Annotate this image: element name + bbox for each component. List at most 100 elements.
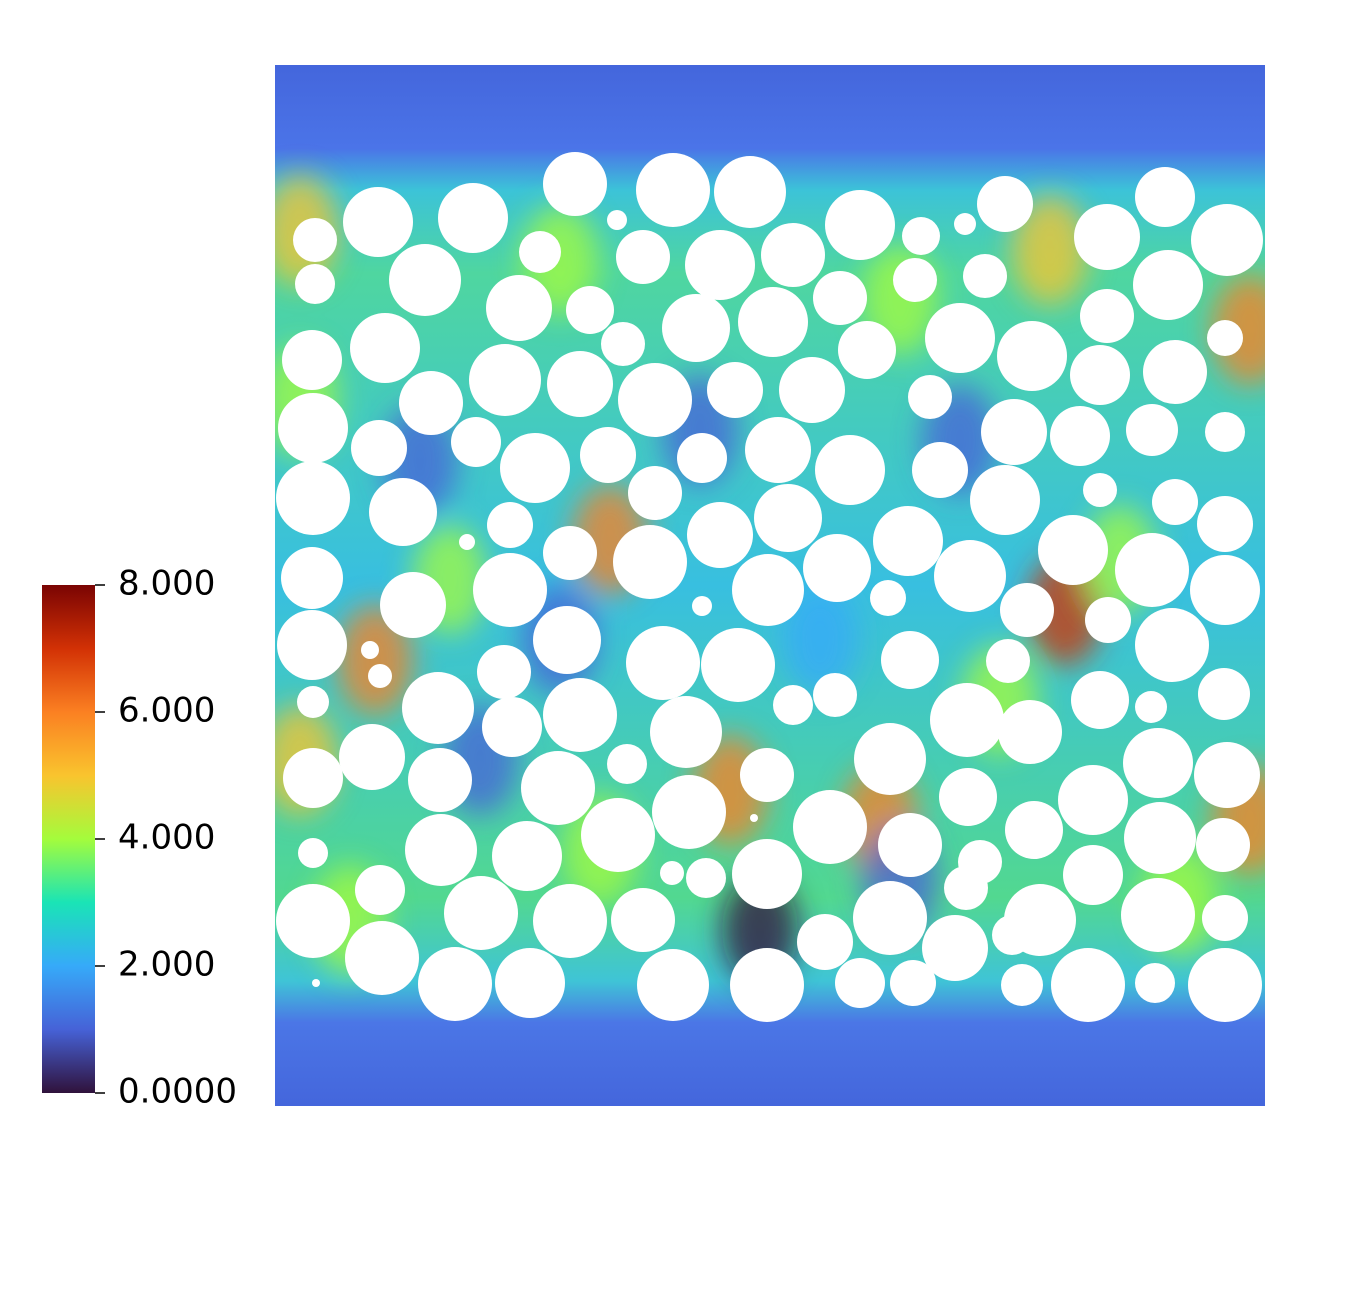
obstacle [745, 417, 811, 483]
obstacle [1135, 691, 1167, 723]
obstacle [278, 393, 348, 463]
obstacle [793, 790, 867, 864]
obstacle [1205, 412, 1245, 452]
field-plot [275, 65, 1265, 1106]
obstacle [1058, 765, 1128, 835]
obstacle [492, 821, 562, 891]
flow-blob [1012, 195, 1088, 305]
obstacle [939, 768, 997, 826]
obstacle [369, 478, 437, 546]
obstacle [405, 814, 477, 886]
obstacle [1001, 964, 1043, 1006]
obstacle [613, 525, 687, 599]
obstacle [692, 596, 712, 616]
obstacle [963, 254, 1007, 298]
obstacle [368, 664, 392, 688]
colorbar-tick-label: 8.000 [118, 564, 215, 604]
obstacle [873, 506, 943, 576]
obstacle [662, 294, 730, 362]
obstacle [1196, 818, 1250, 872]
obstacle [677, 433, 727, 483]
obstacle [1070, 345, 1130, 405]
obstacle [893, 258, 937, 302]
obstacle [408, 748, 472, 812]
obstacle [519, 231, 561, 273]
obstacle [533, 884, 607, 958]
obstacle [566, 286, 614, 334]
obstacle [637, 949, 709, 1021]
obstacle [283, 748, 343, 808]
obstacle [611, 888, 675, 952]
obstacle [500, 433, 570, 503]
obstacle [618, 363, 692, 437]
obstacle [986, 639, 1030, 683]
obstacle [944, 866, 988, 910]
obstacle [930, 683, 1004, 757]
obstacle [533, 606, 601, 674]
obstacle [1123, 728, 1193, 798]
obstacle [418, 947, 492, 1021]
obstacle [925, 303, 995, 373]
obstacle [1085, 597, 1131, 643]
obstacle [1083, 473, 1117, 507]
obstacle [1050, 406, 1110, 466]
obstacle [281, 547, 343, 609]
obstacle [473, 553, 547, 627]
colorbar-tick-label: 0.0000 [118, 1072, 237, 1112]
obstacle [878, 813, 942, 877]
obstacle [707, 362, 763, 418]
obstacle [922, 915, 988, 981]
obstacle [486, 275, 552, 341]
obstacle [1000, 583, 1054, 637]
obstacle [495, 948, 565, 1018]
obstacle [1038, 515, 1108, 585]
obstacle [1133, 250, 1203, 320]
obstacle [835, 958, 885, 1008]
obstacle [580, 427, 636, 483]
obstacle [1194, 742, 1260, 808]
obstacle [992, 915, 1032, 955]
obstacle [361, 641, 379, 659]
colorbar-tick-label: 4.000 [118, 818, 215, 858]
obstacle [1126, 404, 1178, 456]
obstacle [815, 435, 885, 505]
obstacle [1143, 340, 1207, 404]
obstacles [276, 152, 1263, 1022]
obstacle [543, 678, 617, 752]
obstacle [389, 244, 461, 316]
obstacle [469, 344, 541, 416]
obstacle [399, 371, 463, 435]
obstacle [908, 375, 952, 419]
obstacle [977, 176, 1033, 232]
obstacle [997, 321, 1067, 391]
obstacle [954, 213, 976, 235]
obstacle [1197, 496, 1253, 552]
obstacle [660, 861, 684, 885]
colorbar: 0.0000 2.000 4.000 6.000 8.000 [42, 564, 237, 1112]
colorbar-tick-label: 2.000 [118, 945, 215, 985]
obstacle [1124, 802, 1196, 874]
obstacle [636, 153, 710, 227]
obstacle [1115, 533, 1189, 607]
obstacle [1202, 895, 1248, 941]
obstacle [825, 190, 895, 260]
obstacle [477, 645, 531, 699]
obstacle [543, 152, 607, 216]
obstacle [738, 287, 808, 357]
obstacle [881, 631, 939, 689]
obstacle [1080, 289, 1134, 343]
obstacle [626, 626, 700, 700]
obstacle [998, 700, 1062, 764]
obstacle [761, 223, 825, 287]
obstacle [521, 751, 595, 825]
obstacle [1005, 801, 1063, 859]
colorbar-tick-label: 6.000 [118, 691, 215, 731]
obstacle [732, 839, 802, 909]
obstacle [1188, 948, 1262, 1022]
obstacle [581, 798, 655, 872]
obstacle [902, 217, 940, 255]
obstacle [1074, 204, 1140, 270]
flow-blob [782, 585, 858, 695]
